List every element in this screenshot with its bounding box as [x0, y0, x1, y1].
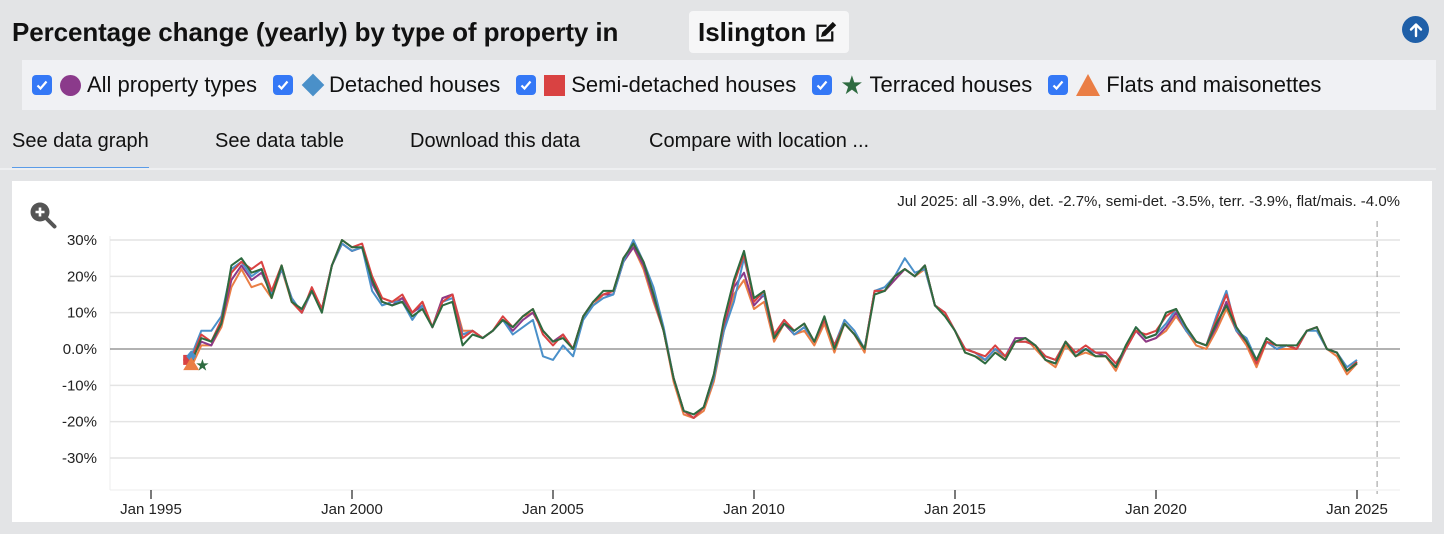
- location-name: Islington: [698, 16, 807, 47]
- x-tick-label: Jan 2025: [1326, 501, 1388, 518]
- checkbox-all[interactable]: [32, 75, 52, 95]
- header: Percentage change (yearly) by type of pr…: [0, 0, 1444, 58]
- legend-label: Flats and maisonettes: [1106, 72, 1322, 97]
- legend-item-detached[interactable]: Detached houses: [272, 72, 501, 98]
- triangle-marker-icon: [1076, 74, 1101, 96]
- tab-see-data-table[interactable]: See data table: [215, 130, 344, 152]
- page-title: Percentage change (yearly) by type of pr…: [12, 17, 619, 47]
- flats-start-marker: [183, 357, 200, 371]
- cursor-readout: Jul 2025: all -3.9%, det. -2.7%, semi-de…: [897, 193, 1400, 210]
- scroll-top-button[interactable]: [1402, 16, 1429, 43]
- checkbox-flats[interactable]: [1048, 75, 1069, 95]
- circle-marker-icon: [60, 74, 81, 96]
- diamond-marker-icon: [301, 73, 325, 97]
- x-tick-label: Jan 2000: [321, 501, 383, 518]
- tab-compare-location[interactable]: Compare with location ...: [649, 130, 870, 152]
- legend-label: All property types: [87, 72, 257, 97]
- pencil-square-icon: [816, 21, 837, 41]
- legend-label: Semi-detached houses: [571, 72, 797, 97]
- y-tick-label: 0.0%: [63, 341, 97, 358]
- legend-label: Terraced houses: [869, 72, 1033, 97]
- y-tick-label: -20%: [62, 414, 97, 431]
- series-line-detached-houses: [190, 239, 1358, 419]
- semi-detached-start-marker: [183, 354, 194, 365]
- legend-label: Detached houses: [328, 72, 501, 97]
- y-tick-label: -30%: [62, 450, 97, 467]
- series-legend: All property types Detached houses Semi-…: [22, 60, 1436, 110]
- checkbox-terraced[interactable]: [812, 75, 833, 95]
- tabs-divider: [0, 168, 1436, 170]
- y-tick-label: 20%: [67, 268, 97, 285]
- arrow-up-icon: [1409, 22, 1422, 37]
- terraced-start-marker: ★: [195, 358, 209, 375]
- zoom-in-icon[interactable]: [29, 201, 57, 229]
- legend-item-semi-detached[interactable]: Semi-detached houses: [516, 72, 796, 98]
- x-tick-label: Jan 1995: [120, 501, 182, 518]
- checkbox-detached[interactable]: [272, 75, 293, 95]
- square-marker-icon: [544, 74, 566, 96]
- legend-item-all[interactable]: All property types: [32, 72, 257, 98]
- series-line-terraced-houses: [190, 239, 1358, 416]
- tab-see-data-graph[interactable]: See data graph: [12, 130, 149, 170]
- detached-start-marker: [186, 350, 197, 363]
- y-tick-label: -10%: [62, 377, 97, 394]
- legend-item-terraced[interactable]: ★ Terraced houses: [812, 72, 1032, 98]
- star-marker-icon: ★: [840, 70, 864, 100]
- y-tick-label: 30%: [67, 232, 97, 249]
- line-chart[interactable]: 30% 20% 10% 0.0% -10% -20% -30% Jan 1995 Jan 200…: [12, 181, 1432, 522]
- legend-item-flats[interactable]: Flats and maisonettes: [1048, 72, 1321, 98]
- y-tick-label: 10%: [67, 305, 97, 322]
- checkbox-semi-detached[interactable]: [516, 75, 537, 95]
- x-tick-label: Jan 2020: [1125, 501, 1187, 518]
- chart-panel: 30% 20% 10% 0.0% -10% -20% -30% Jan 1995 Jan 200…: [12, 181, 1432, 522]
- x-tick-label: Jan 2005: [522, 501, 584, 518]
- x-tick-label: Jan 2015: [924, 501, 986, 518]
- x-tick-label: Jan 2010: [723, 501, 785, 518]
- tab-download-data[interactable]: Download this data: [410, 130, 581, 152]
- location-selector[interactable]: Islington: [689, 11, 850, 53]
- view-tabs: See data graph See data table Download t…: [0, 118, 1436, 172]
